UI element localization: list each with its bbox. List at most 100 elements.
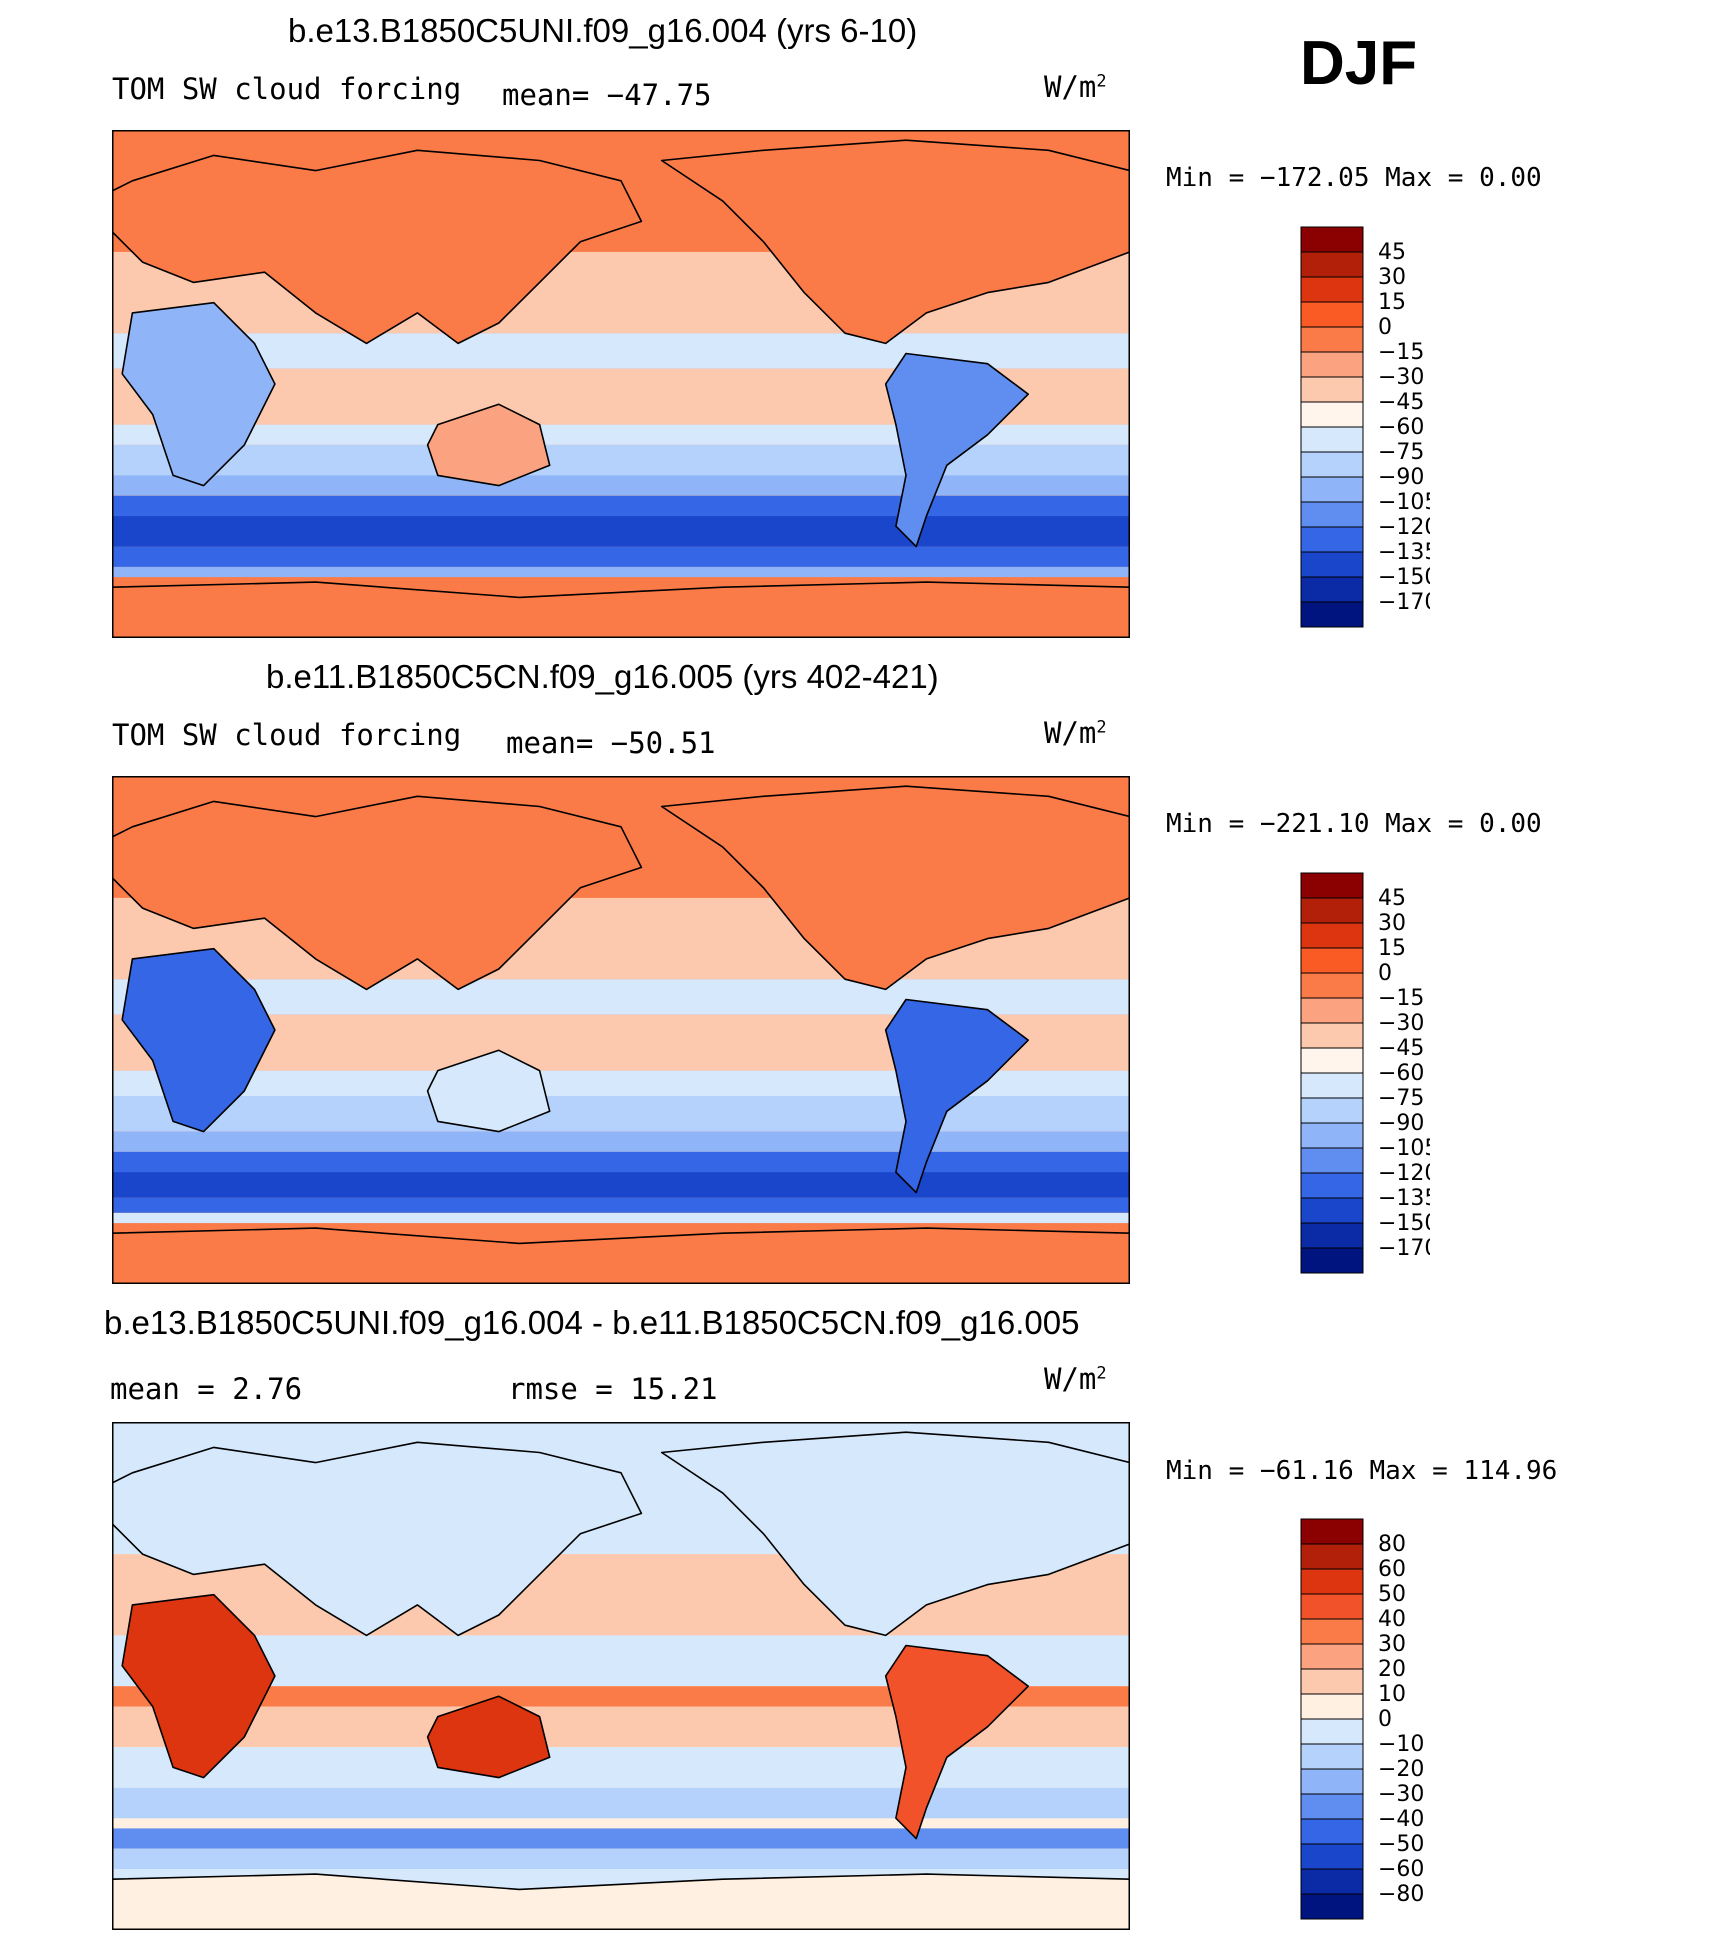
map-field-band [112,546,1130,567]
map-field-band [112,1212,1130,1224]
panel-2-units: W/m2 [1044,716,1107,750]
colorbar-tick-label: −90 [1378,465,1424,490]
coastline-africa [121,301,276,487]
colorbar-tick-label: −20 [1378,1757,1424,1782]
colorbar-tick-label: 20 [1378,1657,1406,1682]
colorbar-swatch [1300,1793,1364,1820]
colorbar-tick-label: 10 [1378,1682,1406,1707]
colorbar-tick-label: −150 [1378,1211,1430,1236]
map-field-band [112,566,1130,578]
map-field-band [112,516,1130,547]
colorbar-swatch [1300,1047,1364,1074]
colorbar-tick-label: −60 [1378,1857,1424,1882]
coastline-antarctica [112,1873,1130,1930]
panel-1-title: b.e13.B1850C5UNI.f09_g16.004 (yrs 6-10) [288,12,918,49]
panel-1-map [112,130,1130,638]
colorbar-tick-label: −30 [1378,1782,1424,1807]
map-field-band [112,1131,1130,1152]
map-field-band [112,1848,1130,1869]
map-frame [112,1422,1130,1930]
colorbar-tick-label: 15 [1378,936,1406,961]
colorbar-swatch [1300,1668,1364,1695]
map-field-band [112,1747,1130,1788]
colorbar-swatch [1300,1222,1364,1249]
coastline-antarctica [112,581,1130,638]
coastline-antarctica [112,1227,1130,1284]
colorbar-swatch [1300,1172,1364,1199]
colorbar-tick-label: 30 [1378,1632,1406,1657]
panel-2-map [112,776,1130,1284]
colorbar-swatch [1300,1122,1364,1149]
colorbar-tick-label: 30 [1378,911,1406,936]
colorbar-tick-label: −10 [1378,1732,1424,1757]
colorbar-tick-label: 50 [1378,1582,1406,1607]
colorbar-swatch [1300,576,1364,603]
colorbar-swatch [1300,401,1364,428]
colorbar-tick-label: −45 [1378,390,1424,415]
colorbar-tick-label: 15 [1378,290,1406,315]
colorbar-tick-label: −150 [1378,565,1430,590]
colorbar-swatch [1300,1893,1364,1920]
colorbar-swatch [1300,1843,1364,1870]
colorbar-swatch [1300,1868,1364,1895]
colorbar-tick-label: 60 [1378,1557,1406,1582]
panel-1-units: W/m2 [1044,70,1107,104]
panel-1-variable-label: TOM SW cloud forcing [112,72,462,106]
colorbar-tick-label: −135 [1378,540,1430,565]
colorbar-swatch [1300,897,1364,924]
coastline-eurasia [112,1441,643,1637]
map-field-band [112,1828,1130,1849]
colorbar-swatch [1300,551,1364,578]
coastline-samerica [884,1644,1030,1840]
colorbar-swatch [1300,276,1364,303]
colorbar-swatch [1300,601,1364,628]
coastline-namerica [660,785,1130,991]
coastline-eurasia [112,149,643,345]
panel-3-map [112,1422,1130,1930]
colorbar-tick-label: 0 [1378,315,1392,340]
colorbar-tick-label: −50 [1378,1832,1424,1857]
panel-2-title: b.e11.B1850C5CN.f09_g16.005 (yrs 402-421… [266,658,939,695]
map-field-band [112,475,1130,496]
colorbar-tick-label: −45 [1378,1036,1424,1061]
colorbar-tick-label: −75 [1378,1086,1424,1111]
colorbar-swatch [1300,997,1364,1024]
colorbar-swatch [1300,251,1364,278]
colorbar-swatch [1300,1247,1364,1274]
colorbar-tick-label: −80 [1378,1882,1424,1907]
colorbar-tick-label: 0 [1378,1707,1392,1732]
colorbar-swatch [1300,1543,1364,1570]
panel-3-units: W/m2 [1044,1362,1107,1396]
panel-3-mean-label: mean = 2.76 [110,1372,303,1406]
colorbar-tick-label: 80 [1378,1532,1406,1557]
map-field-band [112,1787,1130,1819]
colorbar-tick-label: −60 [1378,415,1424,440]
panel-2-colorbar: 4530150−15−30−45−60−75−90−105−120−135−15… [1300,872,1430,1274]
map-frame [112,776,1130,1284]
map-field-band [112,1197,1130,1213]
colorbar-swatch [1300,1022,1364,1049]
colorbar-swatch [1300,972,1364,999]
colorbar-swatch [1300,426,1364,453]
panel-3-rmse-label: rmse = 15.21 [508,1372,718,1406]
panel-2-minmax: Min = −221.10 Max = 0.00 [1166,809,1542,839]
panel-2-variable-label: TOM SW cloud forcing [112,718,462,752]
map-frame [112,130,1130,638]
colorbar-tick-label: −90 [1378,1111,1424,1136]
colorbar-tick-label: 0 [1378,961,1392,986]
colorbar-tick-label: −120 [1378,1161,1430,1186]
panel-3-title: b.e13.B1850C5UNI.f09_g16.004 - b.e11.B18… [104,1304,1080,1341]
colorbar-swatch [1300,1643,1364,1670]
coastline-samerica [884,352,1030,548]
colorbar-swatch [1300,922,1364,949]
panel-1-mean-label: mean= −47.75 [502,78,712,112]
colorbar-swatch [1300,1072,1364,1099]
colorbar-tick-label: −60 [1378,1061,1424,1086]
colorbar-swatch [1300,476,1364,503]
colorbar-swatch [1300,1618,1364,1645]
colorbar-tick-label: −170 [1378,1236,1430,1261]
panel-3-minmax: Min = −61.16 Max = 114.96 [1166,1456,1558,1486]
colorbar-tick-label: −120 [1378,515,1430,540]
colorbar-tick-label: −40 [1378,1807,1424,1832]
